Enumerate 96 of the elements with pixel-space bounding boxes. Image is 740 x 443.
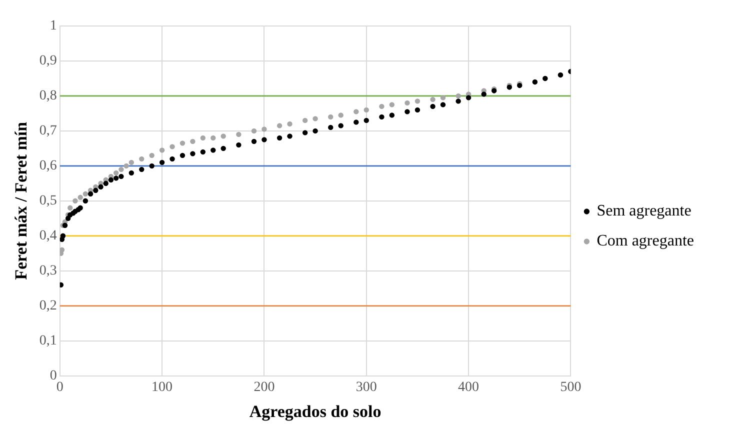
point [440, 102, 446, 108]
point [128, 160, 134, 166]
point [404, 100, 410, 106]
point [88, 191, 94, 197]
x-tick-label: 200 [254, 380, 275, 395]
point [262, 126, 267, 132]
point [430, 96, 436, 102]
point [379, 114, 384, 120]
point [180, 152, 186, 158]
point [389, 112, 395, 118]
point [287, 134, 292, 139]
point [113, 176, 119, 181]
point [354, 109, 359, 114]
point [364, 118, 369, 124]
y-tick-label: 0,7 [39, 124, 57, 139]
point [103, 180, 108, 186]
point [108, 177, 114, 183]
point [236, 132, 242, 138]
point [139, 156, 144, 162]
point [312, 128, 318, 134]
point [159, 160, 165, 166]
y-tick-label: 0,1 [39, 333, 57, 348]
point [149, 152, 154, 158]
point [200, 149, 206, 155]
point [180, 140, 186, 146]
point [210, 148, 216, 153]
point [251, 128, 257, 134]
point [159, 148, 165, 153]
point [312, 116, 318, 122]
point [276, 135, 282, 141]
point [287, 121, 292, 127]
point [210, 135, 216, 141]
y-tick-label: 0,2 [39, 298, 57, 314]
point [328, 124, 334, 130]
point [98, 184, 104, 190]
point [276, 123, 282, 128]
point [78, 194, 83, 200]
point [82, 198, 88, 204]
y-tick-label: 0,6 [39, 158, 57, 174]
point [139, 166, 144, 172]
point [170, 144, 175, 150]
point [200, 135, 206, 141]
y-tick-label: 0,3 [39, 264, 57, 279]
y-tick-label: 0,5 [39, 194, 57, 209]
point [93, 188, 98, 194]
y-tick-label: 0,9 [39, 54, 57, 69]
point [60, 233, 66, 238]
point [379, 104, 384, 110]
point [220, 146, 226, 152]
y-tick-label: 0,4 [39, 228, 57, 244]
point [236, 142, 242, 148]
point [60, 247, 65, 252]
point [481, 92, 486, 97]
point [68, 205, 73, 210]
legend-label: Com agregante [596, 232, 694, 250]
point [440, 95, 446, 100]
y-tick-label: 0 [50, 368, 57, 384]
legend-label: Sem agregante [596, 202, 692, 220]
y-tick-label: 0,8 [39, 88, 57, 104]
point [456, 93, 461, 99]
point [328, 114, 334, 120]
point [124, 163, 129, 169]
point [113, 170, 119, 176]
y-tick-label: 1 [50, 18, 57, 34]
point [82, 191, 88, 197]
point [190, 151, 196, 156]
point [220, 134, 226, 139]
point [190, 138, 196, 144]
point [60, 282, 64, 288]
point [251, 138, 257, 144]
point [128, 170, 134, 176]
point [364, 107, 369, 113]
x-tick-label: 300 [356, 380, 377, 395]
point [302, 118, 308, 124]
point [72, 198, 78, 204]
point [302, 130, 308, 136]
point [414, 107, 420, 113]
x-axis-title: Agregados do solo [249, 402, 382, 422]
x-tick-label: 500 [560, 380, 582, 395]
point [456, 98, 461, 104]
point [149, 163, 154, 169]
x-tick-label: 100 [152, 380, 173, 395]
point [354, 120, 359, 125]
point [430, 104, 436, 110]
point [262, 137, 267, 142]
point [389, 102, 395, 108]
point [118, 166, 124, 172]
point [118, 174, 124, 180]
point [466, 95, 472, 100]
point [338, 123, 344, 128]
point [338, 112, 344, 118]
point [414, 98, 420, 104]
point [170, 156, 175, 162]
y-axis-title: Feret máx / Feret mín [12, 121, 31, 280]
x-tick-label: 400 [458, 380, 480, 395]
point [404, 109, 410, 114]
